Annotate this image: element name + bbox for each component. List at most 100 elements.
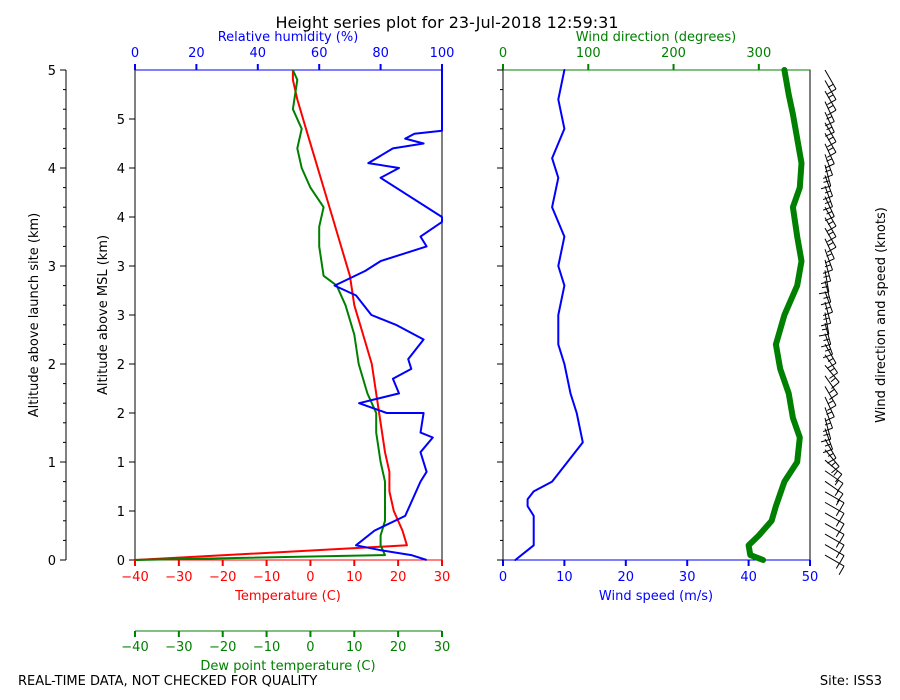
msl-altitude-tick-label: 5 bbox=[117, 113, 125, 128]
wind-barb-flag bbox=[827, 109, 837, 116]
msl-altitude-tick-label: 2 bbox=[117, 407, 125, 422]
wind-barb-flag bbox=[827, 404, 837, 411]
wind-speed-tick-label: 20 bbox=[618, 570, 635, 585]
wind-barb bbox=[822, 407, 833, 433]
dewpoint-tick-label: 20 bbox=[390, 640, 407, 655]
wind-barb bbox=[820, 301, 832, 327]
wind-barb-half-flag bbox=[823, 338, 830, 342]
wind-barb-half-flag bbox=[827, 104, 834, 109]
wind-barb-shaft bbox=[824, 322, 832, 345]
wind-barb-half-flag bbox=[829, 388, 835, 394]
wind-barb-shaft bbox=[824, 90, 837, 111]
wind-barb-half-flag bbox=[824, 201, 831, 205]
wind-barb-flag bbox=[831, 381, 840, 389]
wind-barb-half-flag bbox=[824, 190, 831, 194]
wind-barb-half-flag bbox=[827, 147, 834, 151]
thermodynamic-panel: 0 1 2 3 4 5 0 1 1 2 2 3 3 4 4 5 −40 −30 −20 −10 0 10 20 30 −40 −3… bbox=[27, 30, 454, 674]
wind-barb bbox=[820, 417, 832, 443]
wind-barb-flag bbox=[829, 393, 838, 400]
wind-barb-half-flag bbox=[824, 422, 831, 426]
wind-barb-flag bbox=[822, 195, 833, 201]
series-wind-speed bbox=[514, 69, 584, 561]
wind-barb-half-flag bbox=[823, 433, 830, 436]
wind-barb-half-flag bbox=[830, 377, 836, 383]
wind-barb-flag bbox=[838, 502, 845, 512]
wind-barb-half-flag bbox=[824, 306, 831, 310]
series-dew-point bbox=[134, 69, 386, 561]
wind-barb-shaft bbox=[824, 270, 830, 293]
wind-barb-half-flag bbox=[826, 253, 833, 257]
wind-barb-flag bbox=[825, 216, 835, 222]
dewpoint-tick-label: −30 bbox=[165, 640, 192, 655]
wind-barb-half-flag bbox=[826, 116, 833, 120]
wind-speed-tick-label: 0 bbox=[499, 570, 507, 585]
wind-barb-half-flag bbox=[821, 286, 828, 289]
temperature-tick-label: −30 bbox=[165, 570, 192, 585]
humidity-tick-label: 60 bbox=[311, 46, 328, 61]
wind-barb-flag bbox=[831, 466, 840, 474]
wind-barb bbox=[824, 491, 845, 512]
wind-barb-shaft bbox=[824, 544, 845, 556]
temperature-tick-label: −10 bbox=[253, 570, 280, 585]
wind-barb-shaft bbox=[824, 238, 835, 259]
outer-altitude-label: Altitude above launch site (km) bbox=[27, 213, 42, 417]
wind-speed-tick-label: 10 bbox=[556, 570, 573, 585]
temperature-tick-label: −20 bbox=[209, 570, 236, 585]
wind-speed-tick-label: 30 bbox=[679, 570, 696, 585]
wind-direction-tick-label: 300 bbox=[746, 46, 771, 61]
wind-barb-shaft bbox=[824, 69, 837, 90]
series-wind-direction bbox=[745, 67, 805, 563]
wind-barb-flag bbox=[820, 301, 831, 306]
wind-barb-half-flag bbox=[835, 520, 840, 527]
wind-barb-half-flag bbox=[826, 158, 833, 162]
wind-barb-flag bbox=[827, 99, 837, 106]
wind-barb bbox=[824, 90, 837, 116]
wind-barb-shaft bbox=[824, 111, 835, 133]
wind-barb bbox=[824, 69, 837, 95]
wind-barb-shaft bbox=[824, 501, 845, 514]
wind-speed-tick-label: 40 bbox=[740, 570, 757, 585]
wind-barb-shaft bbox=[824, 80, 837, 100]
wind-barb-shaft bbox=[824, 122, 837, 143]
outer-altitude-tick-label: 2 bbox=[48, 358, 56, 373]
wind-barb-shaft bbox=[824, 523, 845, 535]
humidity-tick-label: 100 bbox=[430, 46, 455, 61]
quality-notice: REAL-TIME DATA, NOT CHECKED FOR QUALITY bbox=[18, 674, 318, 689]
wind-barb bbox=[822, 333, 833, 359]
wind-barb bbox=[824, 554, 845, 576]
wind-barb-half-flag bbox=[829, 367, 835, 373]
wind-barb-half-flag bbox=[835, 499, 840, 506]
wind-barb-half-flag bbox=[827, 231, 834, 236]
dewpoint-tick-label: −10 bbox=[253, 640, 280, 655]
wind-direction-tick-label: 200 bbox=[661, 46, 686, 61]
inner-altitude-label: Altitude above MSL (km) bbox=[96, 235, 111, 395]
site-label: Site: ISS3 bbox=[819, 674, 882, 689]
wind-barb-flag bbox=[822, 427, 833, 433]
wind-barb-flag bbox=[838, 544, 845, 554]
wind-barb-flag bbox=[822, 206, 833, 211]
wind-barb bbox=[822, 175, 833, 201]
wind-barb-half-flag bbox=[835, 542, 840, 548]
wind-barb bbox=[818, 270, 830, 295]
wind-barb-flag bbox=[820, 185, 831, 190]
wind-barb bbox=[824, 238, 835, 264]
wind-barb-half-flag bbox=[835, 510, 840, 517]
wind-barb bbox=[820, 164, 832, 190]
wind-barb-shaft bbox=[824, 470, 844, 484]
wind-barb-flag bbox=[822, 269, 833, 274]
wind-barb-half-flag bbox=[827, 136, 834, 141]
wind-panel: 0 10 20 30 40 50 0 100 200 300 Wind direction (de… bbox=[497, 30, 889, 604]
wind-barb bbox=[824, 544, 845, 565]
wind-barb-half-flag bbox=[835, 552, 840, 559]
wind-barb bbox=[822, 291, 833, 317]
wind-barb bbox=[824, 386, 837, 411]
dewpoint-tick-label: −40 bbox=[121, 640, 148, 655]
temperature-tick-label: 10 bbox=[346, 570, 363, 585]
wind-barb-flag bbox=[838, 555, 845, 565]
dewpoint-tick-label: 10 bbox=[346, 640, 363, 655]
wind-barb-shaft bbox=[824, 143, 835, 164]
wind-barb-shaft bbox=[824, 249, 833, 271]
wind-barb-shaft bbox=[824, 343, 837, 364]
wind-barb-shaft bbox=[824, 280, 832, 303]
wind-barb-shaft bbox=[824, 428, 833, 450]
